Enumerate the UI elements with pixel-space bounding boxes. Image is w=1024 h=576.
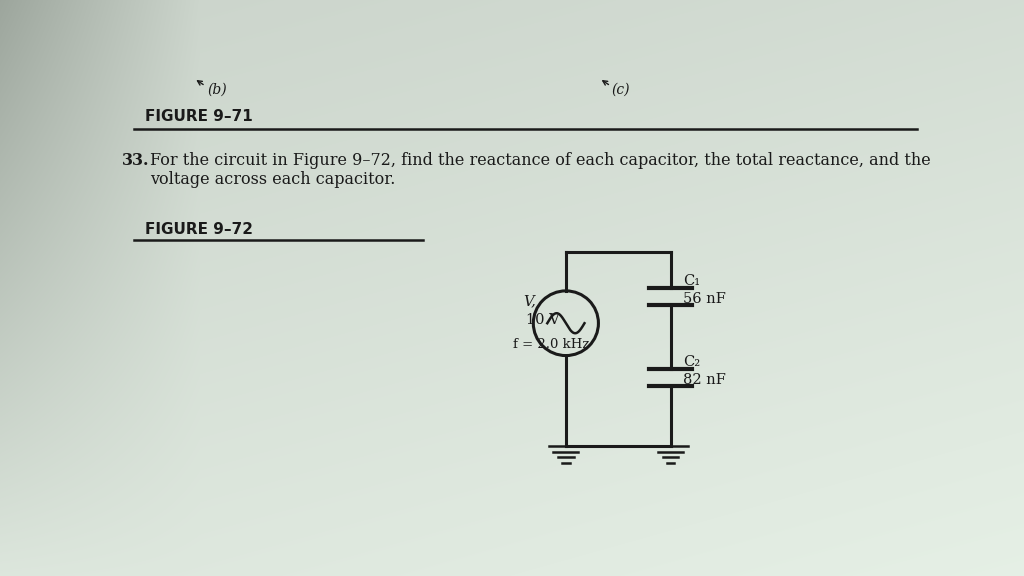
Text: f = 2.0 kHz: f = 2.0 kHz [513,338,590,351]
Text: C₁: C₁ [683,274,700,288]
Text: 10 V: 10 V [525,313,559,327]
Text: 33.: 33. [122,151,150,169]
Text: V,: V, [523,295,536,309]
Text: C₂: C₂ [683,355,700,369]
Text: (c): (c) [611,83,630,97]
Text: voltage across each capacitor.: voltage across each capacitor. [150,170,395,188]
Text: FIGURE 9–72: FIGURE 9–72 [145,222,253,237]
Text: 82 nF: 82 nF [683,373,726,387]
Text: For the circuit in Figure 9–72, find the reactance of each capacitor, the total : For the circuit in Figure 9–72, find the… [150,151,931,169]
Text: FIGURE 9–71: FIGURE 9–71 [145,109,253,124]
Text: (b): (b) [207,83,227,97]
Text: 56 nF: 56 nF [683,293,726,306]
